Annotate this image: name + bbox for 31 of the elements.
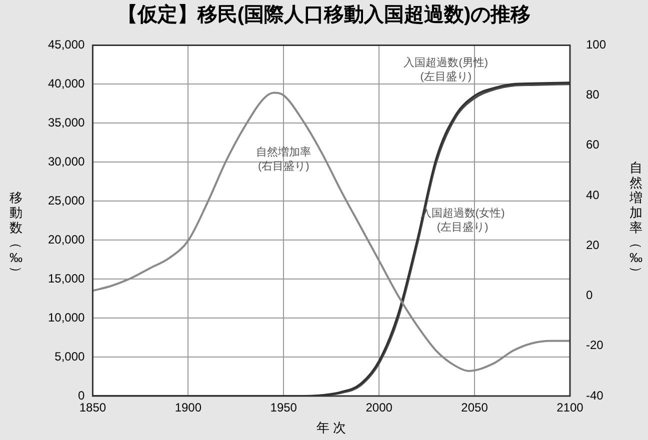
y2-tick-label: 100	[586, 38, 606, 52]
y-tick-label: 0	[78, 388, 86, 402]
y2-tick-label: 40	[586, 188, 600, 202]
chart-title: 【仮定】移民(国際人口移動入国超過数)の推移	[116, 2, 532, 28]
y-tick-label: 10,000	[48, 310, 86, 324]
y2-axis-title: 自然増加率（‰）	[628, 160, 644, 279]
y-tick-label: 25,000	[48, 193, 86, 208]
y-tick-label: 5,000	[54, 349, 86, 364]
x-tick-label: 1850	[79, 400, 106, 415]
y-tick-label: 20,000	[48, 232, 86, 246]
y2-tick-label: -20	[586, 338, 604, 352]
y-tick-label: 35,000	[48, 115, 86, 130]
y2-tick-label: -40	[586, 388, 604, 402]
annotation: (左目盛り)	[436, 220, 488, 234]
y2-tick-label: 60	[586, 138, 600, 152]
annotation: (左目盛り)	[420, 70, 472, 83]
x-tick-label: 2000	[366, 400, 393, 415]
y-tick-label: 40,000	[48, 76, 86, 90]
x-tick-label: 2050	[461, 400, 488, 415]
y-tick-label: 45,000	[48, 38, 86, 52]
y2-tick-label: 0	[586, 288, 593, 302]
x-axis-title: 年 次	[316, 420, 346, 435]
x-tick-label: 1900	[174, 400, 202, 415]
y2-tick-label: 20	[586, 238, 600, 252]
x-tick-label: 2100	[556, 400, 584, 415]
y-tick-label: 15,000	[48, 271, 86, 286]
y-axis-title: 移動数（‰）	[8, 190, 24, 279]
annotation: (右目盛り)	[258, 159, 310, 172]
y-tick-label: 30,000	[48, 154, 86, 168]
x-tick-label: 1950	[270, 400, 298, 415]
y2-tick-label: 80	[586, 88, 600, 102]
